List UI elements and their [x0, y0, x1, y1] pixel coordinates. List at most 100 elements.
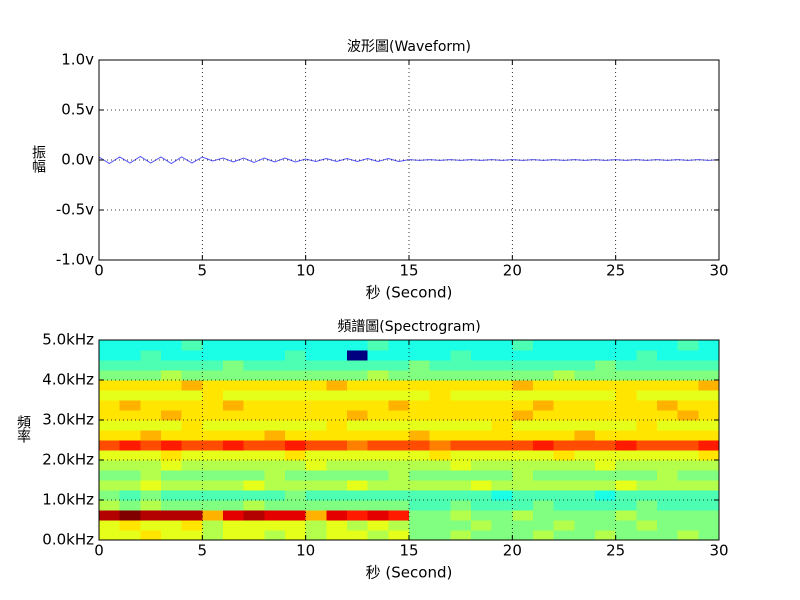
spectrogram-cell [202, 340, 224, 351]
spectrogram-cell [181, 490, 203, 501]
spectrogram-cell [202, 380, 224, 391]
spectrogram-cell [574, 370, 596, 381]
spectrogram-cell [305, 510, 327, 521]
spectrogram-cell [140, 380, 162, 391]
spectrogram-cell [181, 380, 203, 391]
spectrogram-cell [677, 470, 699, 481]
spectrogram-cell [615, 510, 637, 521]
spectrogram-cell [243, 430, 265, 441]
spectrogram-cell [512, 480, 534, 491]
spectrogram-cell [533, 500, 555, 511]
spectrogram-cell [243, 380, 265, 391]
spectrogram-cell [367, 370, 389, 381]
spectrogram-cell [636, 520, 658, 531]
spectrogram-cell [140, 350, 162, 361]
spectrogram-cell [388, 470, 410, 481]
spectrogram-cell [388, 420, 410, 431]
spectrogram-cell [657, 460, 679, 471]
spectrogram-cell [533, 410, 555, 421]
spectrogram-cell [595, 530, 617, 541]
spectrogram-cell [326, 410, 348, 421]
spectrogram-cell [657, 420, 679, 431]
spectrogram-cell [429, 410, 451, 421]
spectrogram-cell [615, 370, 637, 381]
x-tick-label: 20 [503, 542, 522, 560]
spectrogram-cell [657, 410, 679, 421]
spectrogram-cell [161, 460, 183, 471]
spectrogram-cell [388, 430, 410, 441]
spectrogram-cell [595, 420, 617, 431]
spectrogram-cell [388, 390, 410, 401]
spectrogram-cell [636, 500, 658, 511]
spectrogram-cell [202, 350, 224, 361]
spectrogram-cell [471, 380, 493, 391]
spectrogram-cell [491, 360, 513, 371]
spectrogram-cell [305, 370, 327, 381]
spectrogram-cell [533, 470, 555, 481]
spectrogram-cell [657, 490, 679, 501]
spectrogram-cell [181, 510, 203, 521]
spectrogram-cell [202, 510, 224, 521]
spectrogram-cell [657, 510, 679, 521]
spectrogram-cell [99, 520, 121, 531]
spectrogram-cell [140, 370, 162, 381]
spectrogram-cell [636, 530, 658, 541]
spectrogram-cell [202, 490, 224, 501]
spectrogram-cell [202, 450, 224, 461]
spectrogram-cell [140, 360, 162, 371]
spectrogram-cell [285, 340, 307, 351]
spectrogram-cell [161, 360, 183, 371]
spectrogram-cell [140, 440, 162, 451]
spectrogram-cell [223, 490, 245, 501]
spectrogram-cell [553, 440, 575, 451]
spectrogram-cell [223, 380, 245, 391]
spectrogram-cell [429, 370, 451, 381]
spectrogram-cell [161, 400, 183, 411]
spectrogram-cell [140, 420, 162, 431]
spectrogram-cell [243, 450, 265, 461]
spectrogram-cell [533, 510, 555, 521]
spectrogram-cell [388, 410, 410, 421]
spectrogram-cell [285, 530, 307, 541]
spectrogram-cell [409, 450, 431, 461]
spectrogram-cell [285, 490, 307, 501]
spectrogram-cell [161, 370, 183, 381]
spectrogram-cell [326, 380, 348, 391]
spectrogram-cell [471, 410, 493, 421]
y-tick-label: 3.0kHz [42, 411, 94, 429]
spectrogram-cell [347, 360, 369, 371]
spectrogram-cell [636, 360, 658, 371]
spectrogram-cell [202, 440, 224, 451]
spectrogram-cell [615, 410, 637, 421]
spectrogram-cell [326, 420, 348, 431]
spectrogram-cell [347, 460, 369, 471]
spectrogram-cell [615, 430, 637, 441]
spectrogram-cell [223, 410, 245, 421]
spectrogram-cell [698, 460, 720, 471]
spectrogram-cell [181, 480, 203, 491]
spectrogram-cell [471, 440, 493, 451]
spectrogram-cell [698, 470, 720, 481]
spectrogram-cell [326, 470, 348, 481]
spectrogram-cell [181, 390, 203, 401]
y-tick-label: -1.0v [56, 251, 94, 269]
spectrogram-cell [119, 480, 141, 491]
spectrogram-cell [99, 390, 121, 401]
spectrogram-cell [367, 520, 389, 531]
spectrogram-cell [326, 490, 348, 501]
spectrogram-cell [553, 510, 575, 521]
spectrogram-cell [450, 410, 472, 421]
spectrogram-cell [574, 490, 596, 501]
spectrogram-cell [223, 510, 245, 521]
spectrogram-cell [181, 370, 203, 381]
spectrogram-cell [512, 380, 534, 391]
spectrogram-cell [698, 360, 720, 371]
spectrogram-cell [491, 400, 513, 411]
spectrogram-cell [471, 490, 493, 501]
spectrogram-cell [243, 350, 265, 361]
spectrogram-cell [367, 380, 389, 391]
spectrogram-cell [161, 380, 183, 391]
spectrogram-cell [698, 380, 720, 391]
spectrogram-cell [636, 440, 658, 451]
spectrogram-cell [243, 410, 265, 421]
